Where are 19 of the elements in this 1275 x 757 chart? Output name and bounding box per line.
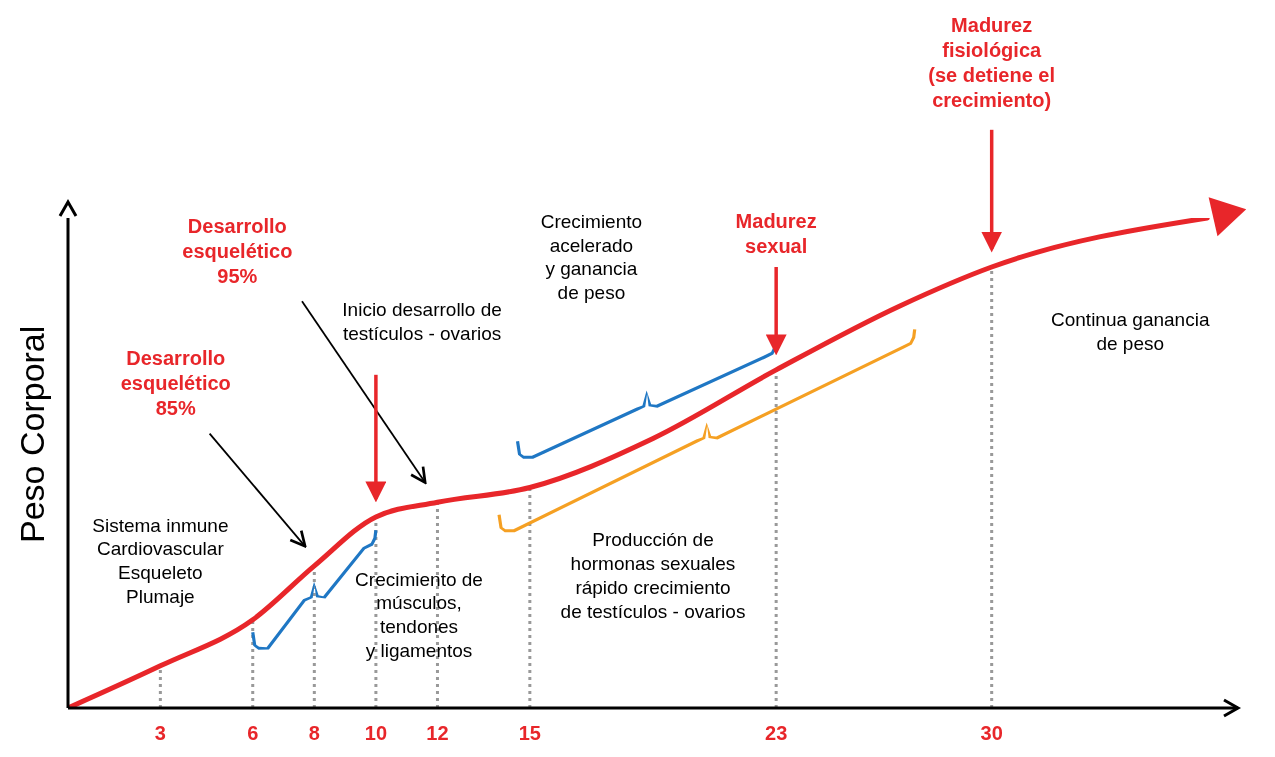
x-tick-label: 10: [364, 722, 388, 745]
text: Madurez fisiológica (se detiene el crecimiento): [928, 13, 1056, 111]
x-tick-label: 3: [154, 722, 166, 745]
x-tick-label: 8: [308, 722, 320, 745]
y-axis-title: Peso Corporal: [13, 325, 52, 543]
x-tick-label: 23: [765, 722, 788, 745]
x-tick-label: 12: [426, 722, 449, 745]
x-tick-label: 6: [247, 722, 259, 745]
annotation: Desarrollo esquelético 95%: [182, 214, 293, 287]
x-tick-label: 30: [980, 722, 1003, 745]
annotation: Desarrollo esquelético 85%: [120, 347, 231, 419]
annotation: Sistema inmune Cardiovascular Esqueleto Plumaje: [92, 514, 229, 607]
annotation: Producción de hormonas sexuales rápido crecimiento de testículos - ovarios: [560, 529, 746, 622]
annotation: Crecimiento de músculos, tendones y ligamentos: [355, 568, 483, 661]
annotation: Madurez sexual: [735, 209, 817, 257]
annotation: Inicio desarrollo de testículos - ovarios: [342, 299, 502, 344]
annotation: Continua ganancia de peso: [1051, 308, 1210, 354]
x-tick-label: 15: [518, 722, 541, 745]
annotation: Crecimiento acelerado y ganancia de peso: [540, 210, 643, 304]
